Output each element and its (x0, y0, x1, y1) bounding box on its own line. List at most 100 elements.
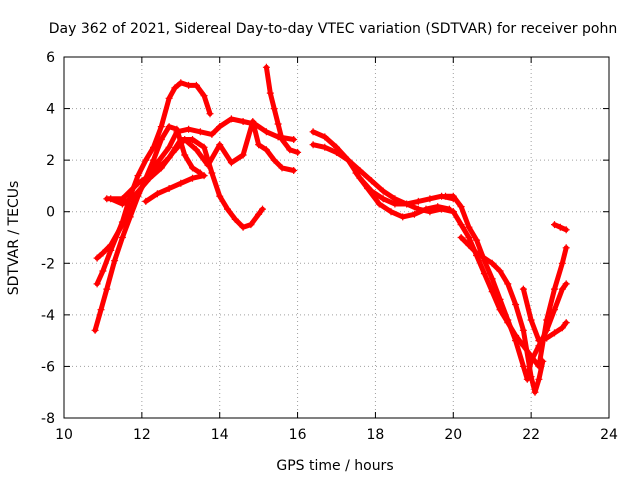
series-track-2 (93, 79, 214, 288)
y-tick-label: 6 (46, 50, 55, 66)
data-point (171, 84, 179, 92)
data-point (535, 337, 543, 345)
data-point (473, 249, 481, 257)
data-point (270, 105, 278, 113)
data-point (111, 257, 119, 265)
data-point (181, 151, 189, 159)
data-point (208, 130, 216, 138)
data-point (422, 205, 430, 213)
data-point (165, 154, 173, 162)
y-tick-label: -4 (41, 308, 55, 324)
data-point (185, 81, 193, 89)
data-point (321, 143, 329, 151)
data-point (118, 234, 126, 241)
x-tick-label: 12 (133, 427, 151, 443)
data-point (562, 244, 570, 252)
y-tick-label: -8 (41, 411, 55, 427)
data-point (270, 156, 278, 164)
data-point (189, 174, 196, 182)
data-point (352, 169, 360, 177)
data-point (262, 146, 270, 154)
data-point (309, 128, 317, 136)
data-point (434, 203, 442, 211)
data-point (266, 89, 274, 97)
data-point (97, 306, 105, 314)
data-point (134, 179, 142, 187)
data-point (142, 197, 150, 205)
data-point (239, 151, 247, 159)
data-point (173, 128, 181, 136)
series-line (104, 137, 265, 230)
data-point (216, 123, 224, 131)
data-point (134, 172, 142, 180)
data-point (519, 326, 527, 334)
data-point (192, 81, 200, 89)
y-tick-label: -6 (41, 359, 55, 375)
data-point (391, 195, 399, 203)
data-point (239, 223, 247, 231)
data-point (286, 146, 294, 154)
series-line (143, 173, 207, 204)
data-point (177, 179, 185, 187)
series-track-6 (142, 172, 208, 205)
data-point (399, 213, 407, 221)
series-line (443, 193, 569, 382)
data-point (496, 306, 504, 314)
series-line (108, 119, 297, 207)
data-point (224, 205, 231, 213)
data-point (189, 136, 196, 143)
data-point (539, 357, 547, 365)
data-point (99, 267, 107, 275)
data-point (562, 226, 570, 234)
data-point (196, 128, 204, 136)
series-track-7 (262, 63, 302, 156)
data-point (231, 215, 239, 223)
data-point (480, 270, 488, 278)
x-axis-label: GPS time / hours (276, 458, 393, 474)
data-point (344, 156, 352, 164)
data-point (543, 316, 551, 324)
data-point (551, 329, 558, 337)
y-tick-label: -2 (41, 256, 55, 272)
series-track-15 (551, 221, 570, 234)
data-point (290, 167, 298, 174)
data-point (558, 324, 566, 332)
x-tick-label: 16 (289, 427, 307, 443)
data-point (157, 123, 165, 131)
y-tick-label: 4 (46, 102, 55, 118)
series-track-9 (309, 141, 457, 216)
data-point (543, 334, 551, 342)
data-point (379, 187, 387, 195)
data-point (457, 234, 465, 241)
series-track-10 (352, 169, 453, 221)
data-point (551, 285, 558, 293)
data-point (556, 223, 564, 231)
data-point (562, 319, 570, 327)
series-track-14 (519, 285, 570, 345)
data-point (562, 280, 570, 288)
data-point (103, 195, 111, 203)
data-point (504, 319, 512, 327)
data-point (504, 280, 512, 288)
x-tick-label: 10 (55, 427, 73, 443)
data-point (107, 241, 115, 249)
data-point (496, 267, 504, 275)
data-point (375, 200, 383, 208)
data-point (165, 123, 173, 131)
data-point (457, 203, 465, 211)
data-point (356, 167, 364, 174)
data-point (227, 115, 235, 123)
data-point (551, 221, 558, 229)
chart-title: Day 362 of 2021, Sidereal Day-to-day VTE… (49, 21, 617, 37)
data-point (130, 192, 138, 200)
data-point (278, 136, 286, 143)
data-point (165, 143, 173, 151)
data-point (512, 332, 520, 339)
data-point (192, 146, 200, 154)
data-point (208, 169, 216, 177)
data-point (527, 373, 535, 381)
data-point (333, 148, 340, 156)
x-tick-label: 22 (522, 427, 540, 443)
